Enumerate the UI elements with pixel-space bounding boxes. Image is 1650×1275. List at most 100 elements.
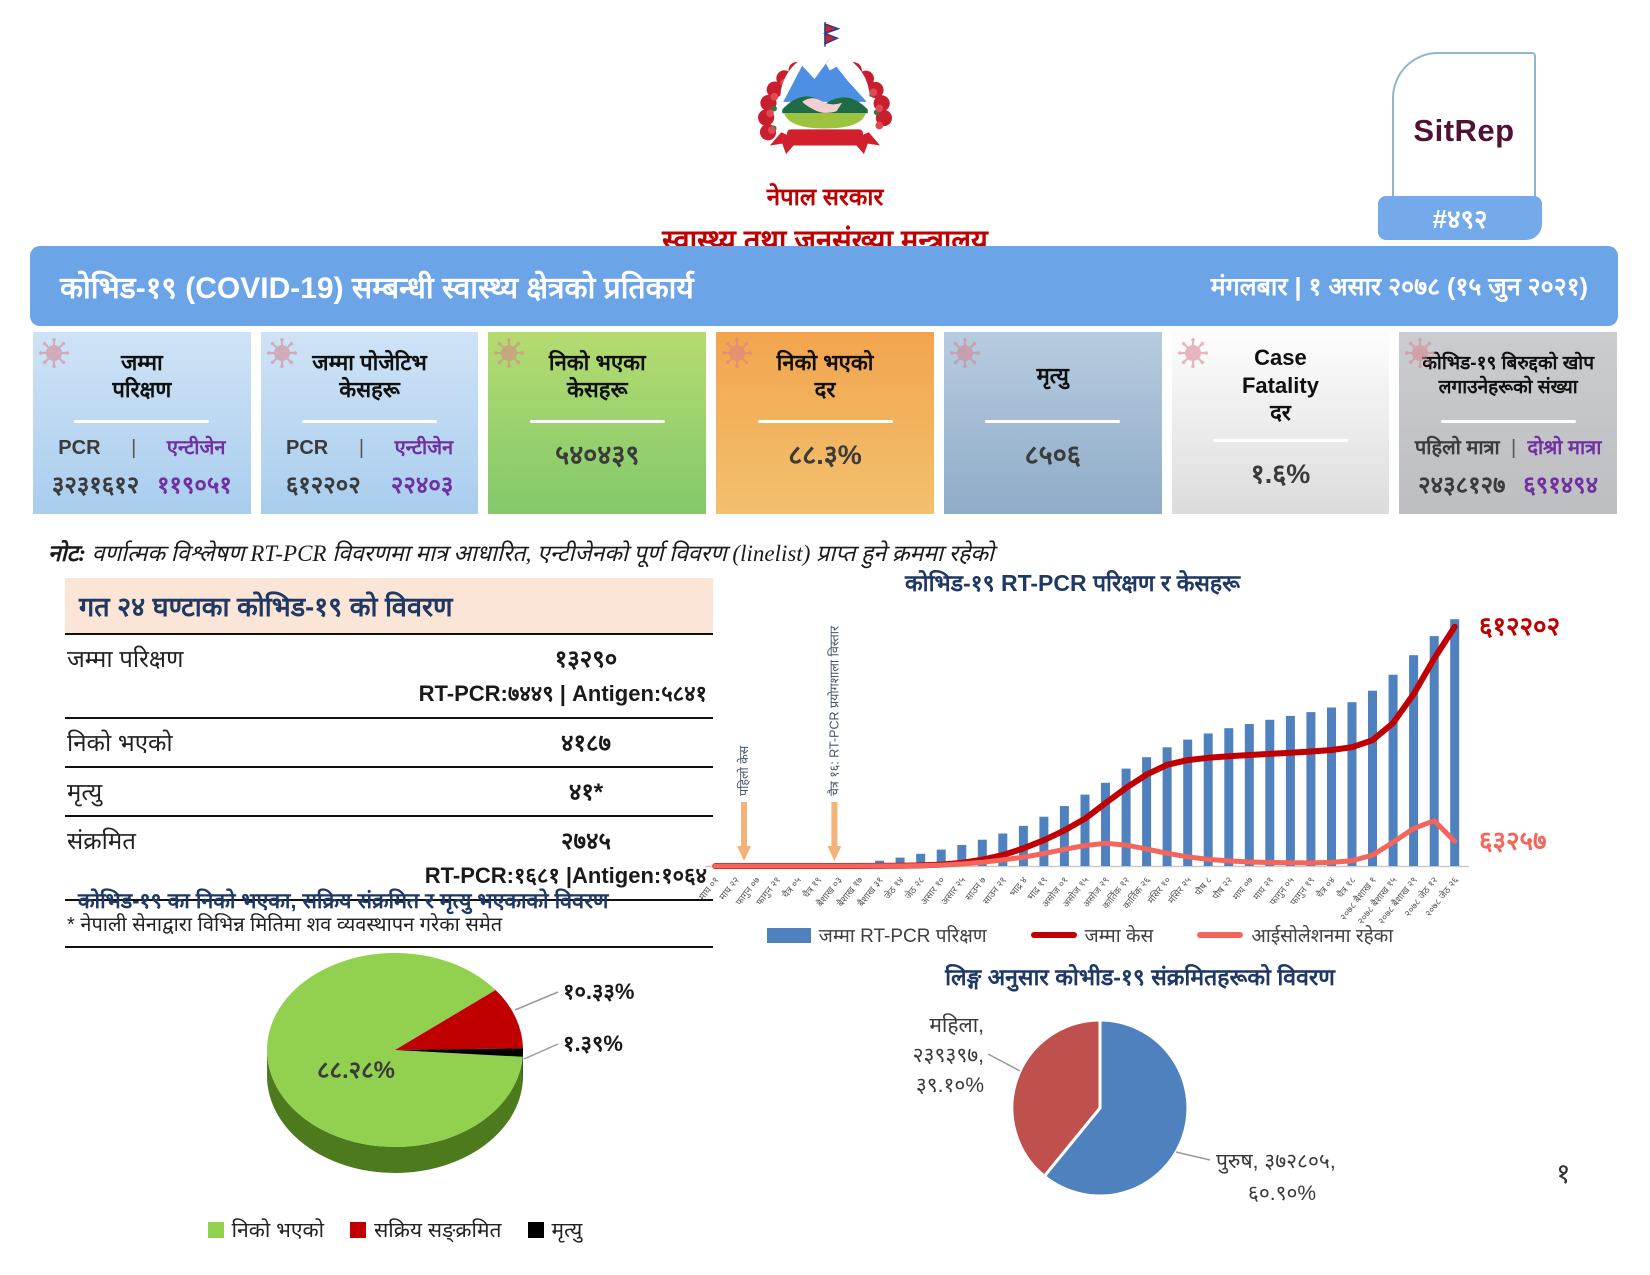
- card-divider: [1440, 420, 1576, 423]
- line-swatch-icon: [1197, 932, 1244, 938]
- card-divider: [529, 420, 665, 423]
- stat-card-7: कोभिड-१९ बिरुद्दको खोप लगाउनेहरूको संख्य…: [1399, 332, 1618, 514]
- stat-card-5: मृत्यु ८५०६: [943, 332, 1162, 514]
- sitrep-card: SitRep: [1392, 52, 1536, 210]
- card-divider: [985, 420, 1121, 423]
- stat-card-title: निको भएको दर: [776, 349, 874, 403]
- stat-card-value-right: ६९१४९४: [1523, 472, 1599, 499]
- table-row-group: निको भएको ४१८७: [65, 717, 713, 766]
- table-row-value: ४१*: [568, 779, 604, 806]
- outcome-pie-title: कोभिड-१९ का निको भएका, सक्रिय संक्रमित र…: [78, 889, 609, 913]
- stat-card-separator: |: [131, 437, 137, 459]
- card-divider: [757, 420, 893, 423]
- virus-icon: [948, 336, 982, 375]
- legend-item: सक्रिय सङ्क्रमित: [350, 1216, 502, 1244]
- stat-card-sublabel-left: पहिलो मात्रा: [1414, 437, 1500, 459]
- outcome-pie-legend: निको भएको सक्रिय सङ्क्रमित मृत्यु: [160, 1216, 630, 1244]
- virus-icon: [37, 336, 71, 375]
- svg-text:माघ ०७: माघ ०७: [1231, 875, 1256, 903]
- legend-item: मृत्यु: [527, 1216, 583, 1244]
- virus-icon: [266, 337, 297, 369]
- virus-icon: [492, 336, 526, 375]
- virus-icon: [494, 337, 525, 369]
- legend-item: जम्मा RT-PCR परिक्षण: [766, 922, 987, 948]
- svg-text:महिला,: महिला,: [929, 1013, 984, 1037]
- outcome-pie-chart: ८८.२८% १०.३३% १.३९%: [267, 952, 634, 1173]
- square-swatch-icon: [207, 1222, 224, 1238]
- table-row: निको भएको ४१८७: [67, 726, 711, 759]
- table-row-label: मृत्यु: [67, 779, 103, 806]
- stat-card-value: ८५०६: [1024, 440, 1081, 470]
- report-date: मंगलबार | १ असार २०७८ (१५ जुन २०२१): [1210, 273, 1588, 301]
- stat-card-separator: |: [358, 437, 365, 459]
- virus-icon: [722, 337, 753, 369]
- government-name: नेपाल सरकार: [766, 184, 884, 211]
- table-row: संक्रमित २७४५: [67, 824, 711, 857]
- virus-icon: [1405, 337, 1436, 369]
- stat-card-2: जम्मा पोजेटिभ केसहरू PCR | एन्टीजेन ६१२२०२ २२…: [260, 332, 479, 514]
- stat-card-value-left: २४३८१२७: [1418, 472, 1506, 499]
- svg-text:१.३९%: १.३९%: [563, 1031, 623, 1056]
- daily-table-title: गत २४ घण्टाका कोभिड-१९ को विवरण: [65, 578, 713, 633]
- stat-card-6: Case Fatality दर १.६%: [1171, 332, 1390, 514]
- legend-label: मृत्यु: [551, 1219, 583, 1242]
- stat-card-value: ८८.३%: [788, 440, 862, 470]
- svg-text:१०.३३%: १०.३३%: [563, 979, 634, 1004]
- legend-label: सक्रिय सङ्क्रमित: [374, 1219, 502, 1242]
- svg-text:६१२२०२: ६१२२०२: [1479, 611, 1560, 641]
- stat-card-title: मृत्यु: [1036, 363, 1069, 389]
- svg-text:पहिलो केस: पहिलो केस: [736, 745, 751, 796]
- stat-card-sublabels: PCR | एन्टीजेन: [33, 433, 251, 460]
- svg-text:जेठ १४: जेठ १४: [882, 874, 907, 901]
- stat-card-value-left: ६१२२०२: [285, 472, 361, 499]
- svg-text:६०.९०%: ६०.९०%: [1248, 1182, 1316, 1205]
- table-row-group: मृत्यु ४१*: [65, 766, 713, 815]
- stat-cards-row: जम्मा परिक्षण PCR | एन्टीजेन ३२३१६१२ ११९०५१ जम…: [33, 332, 1618, 514]
- stat-card-title: निको भएका केसहरू: [548, 349, 646, 403]
- card-divider: [302, 420, 438, 423]
- virus-icon: [1176, 336, 1210, 375]
- svg-text:चैत्र ०४: चैत्र ०४: [1314, 874, 1338, 900]
- table-row-label: संक्रमित: [67, 828, 136, 855]
- stat-card-value-right: ११९०५१: [156, 472, 232, 499]
- legend-item: जम्मा केस: [1030, 922, 1154, 948]
- stat-card-separator: |: [1510, 437, 1517, 459]
- virus-icon: [265, 336, 299, 375]
- svg-text:३९.१०%: ३९.१०%: [916, 1074, 984, 1097]
- tests-cases-chart: पहिलो केस चैत्र १६: RT-PCR प्रयोगशाला विस…: [697, 611, 1560, 927]
- note-label: नोट:: [48, 541, 86, 566]
- stat-card-title: Case Fatality दर: [1241, 345, 1319, 425]
- card-divider: [74, 420, 210, 423]
- line-swatch-icon: [1030, 932, 1077, 938]
- svg-text:चैत्र ०५: चैत्र ०५: [780, 874, 804, 900]
- stat-card-sublabel-right: दोश्रो मात्रा: [1527, 437, 1602, 459]
- stat-card-sublabel-left: PCR: [58, 437, 101, 459]
- stat-card-value-left: ३२३१६१२: [51, 472, 140, 499]
- stat-card-value: १.६%: [1250, 458, 1311, 489]
- svg-text:पौष २२: पौष २२: [1210, 874, 1235, 902]
- stat-card-value: ५४०४३९: [555, 440, 640, 470]
- legend-label: जम्मा केस: [1084, 926, 1154, 947]
- card-divider: [1212, 438, 1348, 442]
- sitrep-badge: SitRep #४९२: [1378, 52, 1542, 240]
- stat-card-title: जम्मा परिक्षण: [112, 349, 172, 403]
- stat-card-values: २४३८१२७ ६९१४९४: [1399, 468, 1617, 501]
- note-text: वर्णात्मक विश्लेषण RT-PCR विवरणमा मात्र …: [91, 541, 994, 566]
- table-row-label: निको भएको: [67, 730, 173, 757]
- virus-icon: [720, 336, 754, 375]
- square-swatch-icon: [350, 1222, 367, 1238]
- sitrep-number: #४९२: [1378, 196, 1542, 240]
- legend-label: जम्मा RT-PCR परिक्षण: [818, 926, 987, 947]
- stat-card-values: ३२३१६१२ ११९०५१: [33, 468, 251, 501]
- virus-icon: [949, 337, 980, 369]
- legend-item: आईसोलेशनमा रहेका: [1197, 922, 1393, 948]
- report-title: कोभिड-१९ (COVID-19) सम्बन्धी स्वास्थ्य क…: [60, 271, 694, 305]
- stat-card-values: ६१२२०२ २२४०३: [261, 468, 479, 501]
- page-number: १: [1556, 1158, 1571, 1189]
- daily-summary-table: गत २४ घण्टाका कोभिड-१९ को विवरण जम्मा पर…: [65, 578, 713, 948]
- table-row: मृत्यु ४१*: [67, 775, 711, 808]
- svg-text:८८.२८%: ८८.२८%: [317, 1057, 395, 1084]
- nepal-emblem-logo: [758, 22, 892, 155]
- note-line: नोट: वर्णात्मक विश्लेषण RT-PCR विवरणमा म…: [48, 536, 994, 568]
